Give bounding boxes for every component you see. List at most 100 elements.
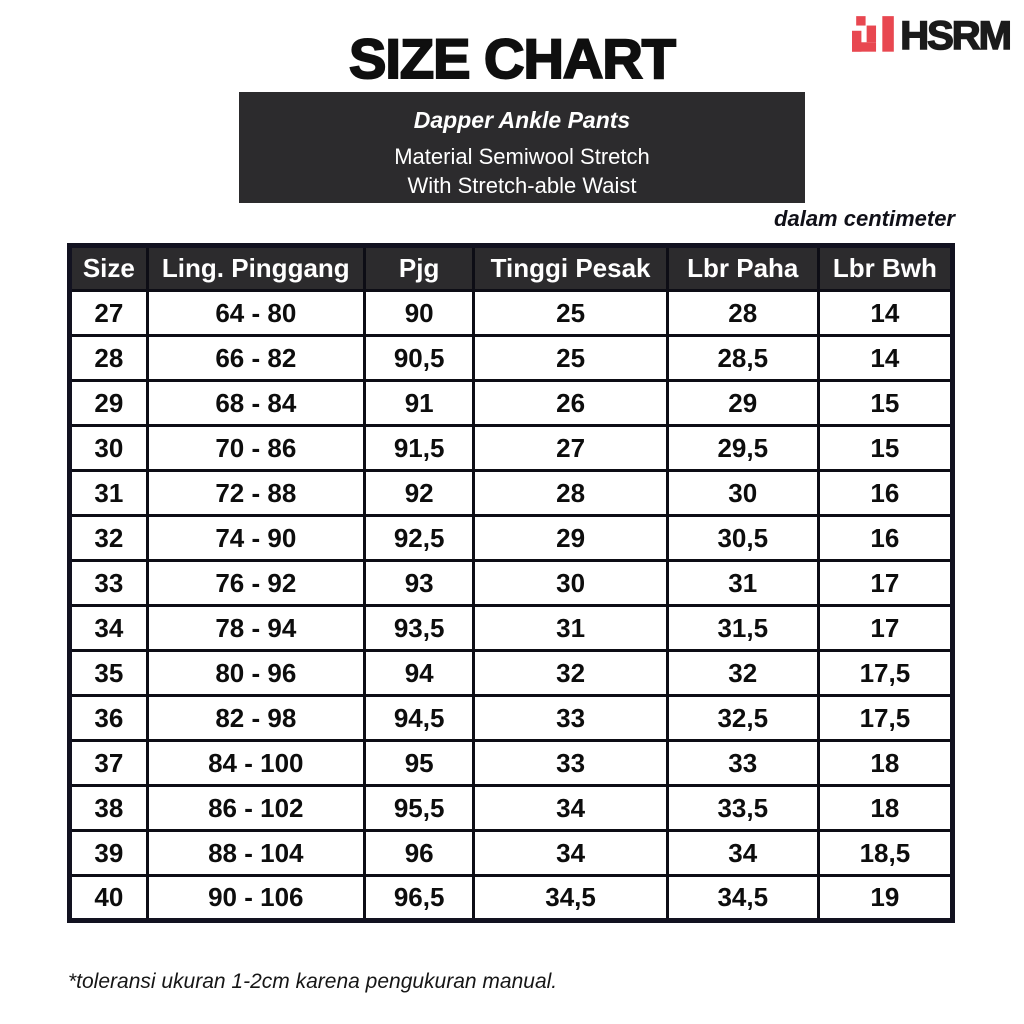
product-waist: With Stretch-able Waist (407, 173, 637, 198)
table-cell: 31,5 (665, 604, 820, 652)
table-cell: 34 (472, 829, 669, 877)
table-cell: 33 (472, 694, 669, 742)
table-cell: 93 (362, 559, 476, 607)
table-cell: 34 (472, 784, 669, 832)
table-cell: 14 (816, 334, 955, 382)
table-cell: 80 - 96 (145, 649, 366, 697)
table-cell: 66 - 82 (145, 334, 366, 382)
table-cell: 28 (68, 334, 149, 382)
table-cell: 31 (68, 469, 149, 517)
table-cell: 17,5 (816, 649, 955, 697)
table-row: 30 70 - 86 91,5 27 29,5 15 (68, 424, 955, 472)
table-cell: 34 (68, 604, 149, 652)
table-cell: 32 (665, 649, 820, 697)
table-cell: 18 (816, 739, 955, 787)
table-cell: 90 - 106 (145, 874, 366, 922)
table-body: 27 64 - 80 90 25 28 14 28 66 - 82 90,5 25 28,5 14 29… (68, 289, 955, 922)
table-cell: 40 (68, 874, 149, 922)
brand-name: HSRM (899, 14, 1012, 58)
table-cell: 95,5 (362, 784, 476, 832)
table-cell: 31 (472, 604, 669, 652)
table-cell: 37 (68, 739, 149, 787)
column-header-lbr-bwh: Lbr Bwh (816, 244, 955, 292)
footnote: *toleransi ukuran 1-2cm karena pengukura… (68, 970, 558, 993)
table-cell: 34,5 (472, 874, 669, 922)
table-cell: 16 (816, 514, 955, 562)
column-header-lbr-paha: Lbr Paha (665, 244, 820, 292)
table-cell: 33,5 (665, 784, 820, 832)
table-cell: 78 - 94 (145, 604, 366, 652)
table-cell: 32,5 (665, 694, 820, 742)
table-row: 33 76 - 92 93 30 31 17 (68, 559, 955, 607)
table-cell: 17 (816, 604, 955, 652)
table-cell: 94 (362, 649, 476, 697)
table-cell: 28 (472, 469, 669, 517)
table-header-row: Size Ling. Pinggang Pjg Tinggi Pesak Lbr… (68, 244, 955, 292)
table-row: 29 68 - 84 91 26 29 15 (68, 379, 955, 427)
table-cell: 82 - 98 (145, 694, 366, 742)
table-cell: 90,5 (362, 334, 476, 382)
table-cell: 30 (472, 559, 669, 607)
table-row: 39 88 - 104 96 34 34 18,5 (68, 829, 955, 877)
table-row: 28 66 - 82 90,5 25 28,5 14 (68, 334, 955, 382)
table-cell: 38 (68, 784, 149, 832)
table-cell: 19 (816, 874, 955, 922)
table-cell: 86 - 102 (145, 784, 366, 832)
table-cell: 32 (68, 514, 149, 562)
table-cell: 88 - 104 (145, 829, 366, 877)
column-header-ling-pinggang: Ling. Pinggang (145, 244, 366, 292)
table-cell: 33 (68, 559, 149, 607)
table-row: 35 80 - 96 94 32 32 17,5 (68, 649, 955, 697)
table-cell: 72 - 88 (145, 469, 366, 517)
table-cell: 18,5 (816, 829, 955, 877)
table-cell: 30 (68, 424, 149, 472)
table-cell: 16 (816, 469, 955, 517)
table-cell: 39 (68, 829, 149, 877)
table-cell: 95 (362, 739, 476, 787)
table-cell: 70 - 86 (145, 424, 366, 472)
table-cell: 34,5 (665, 874, 820, 922)
table-cell: 94,5 (362, 694, 476, 742)
table-cell: 17 (816, 559, 955, 607)
brand-pixel-mark-icon (852, 16, 898, 56)
table-cell: 27 (68, 289, 149, 337)
product-info-box: Dapper Ankle Pants Material Semiwool Str… (239, 92, 805, 203)
table-cell: 33 (472, 739, 669, 787)
table-row: 27 64 - 80 90 25 28 14 (68, 289, 955, 337)
table-cell: 33 (665, 739, 820, 787)
table-cell: 30,5 (665, 514, 820, 562)
table-cell: 93,5 (362, 604, 476, 652)
table-cell: 27 (472, 424, 669, 472)
table-row: 31 72 - 88 92 28 30 16 (68, 469, 955, 517)
table-cell: 29 (68, 379, 149, 427)
table-cell: 14 (816, 289, 955, 337)
table-cell: 64 - 80 (145, 289, 366, 337)
table-cell: 28 (665, 289, 820, 337)
brand-logo: HSRM (852, 14, 1013, 58)
table-cell: 17,5 (816, 694, 955, 742)
table-cell: 68 - 84 (145, 379, 366, 427)
table-cell: 26 (472, 379, 669, 427)
table-cell: 84 - 100 (145, 739, 366, 787)
table-cell: 25 (472, 289, 669, 337)
table-cell: 15 (816, 424, 955, 472)
table-cell: 29,5 (665, 424, 820, 472)
size-table-wrap: Size Ling. Pinggang Pjg Tinggi Pesak Lbr… (67, 243, 955, 923)
table-cell: 74 - 90 (145, 514, 366, 562)
table-cell: 91 (362, 379, 476, 427)
size-table: Size Ling. Pinggang Pjg Tinggi Pesak Lbr… (67, 243, 955, 923)
table-row: 36 82 - 98 94,5 33 32,5 17,5 (68, 694, 955, 742)
table-row: 37 84 - 100 95 33 33 18 (68, 739, 955, 787)
unit-note: dalam centimeter (774, 206, 955, 231)
page-title: SIZE CHART (348, 26, 677, 91)
table-row: 38 86 - 102 95,5 34 33,5 18 (68, 784, 955, 832)
table-row: 34 78 - 94 93,5 31 31,5 17 (68, 604, 955, 652)
table-cell: 25 (472, 334, 669, 382)
table-cell: 31 (665, 559, 820, 607)
column-header-pjg: Pjg (362, 244, 476, 292)
table-cell: 92,5 (362, 514, 476, 562)
table-cell: 29 (472, 514, 669, 562)
product-name: Dapper Ankle Pants (413, 107, 631, 133)
table-cell: 96,5 (362, 874, 476, 922)
